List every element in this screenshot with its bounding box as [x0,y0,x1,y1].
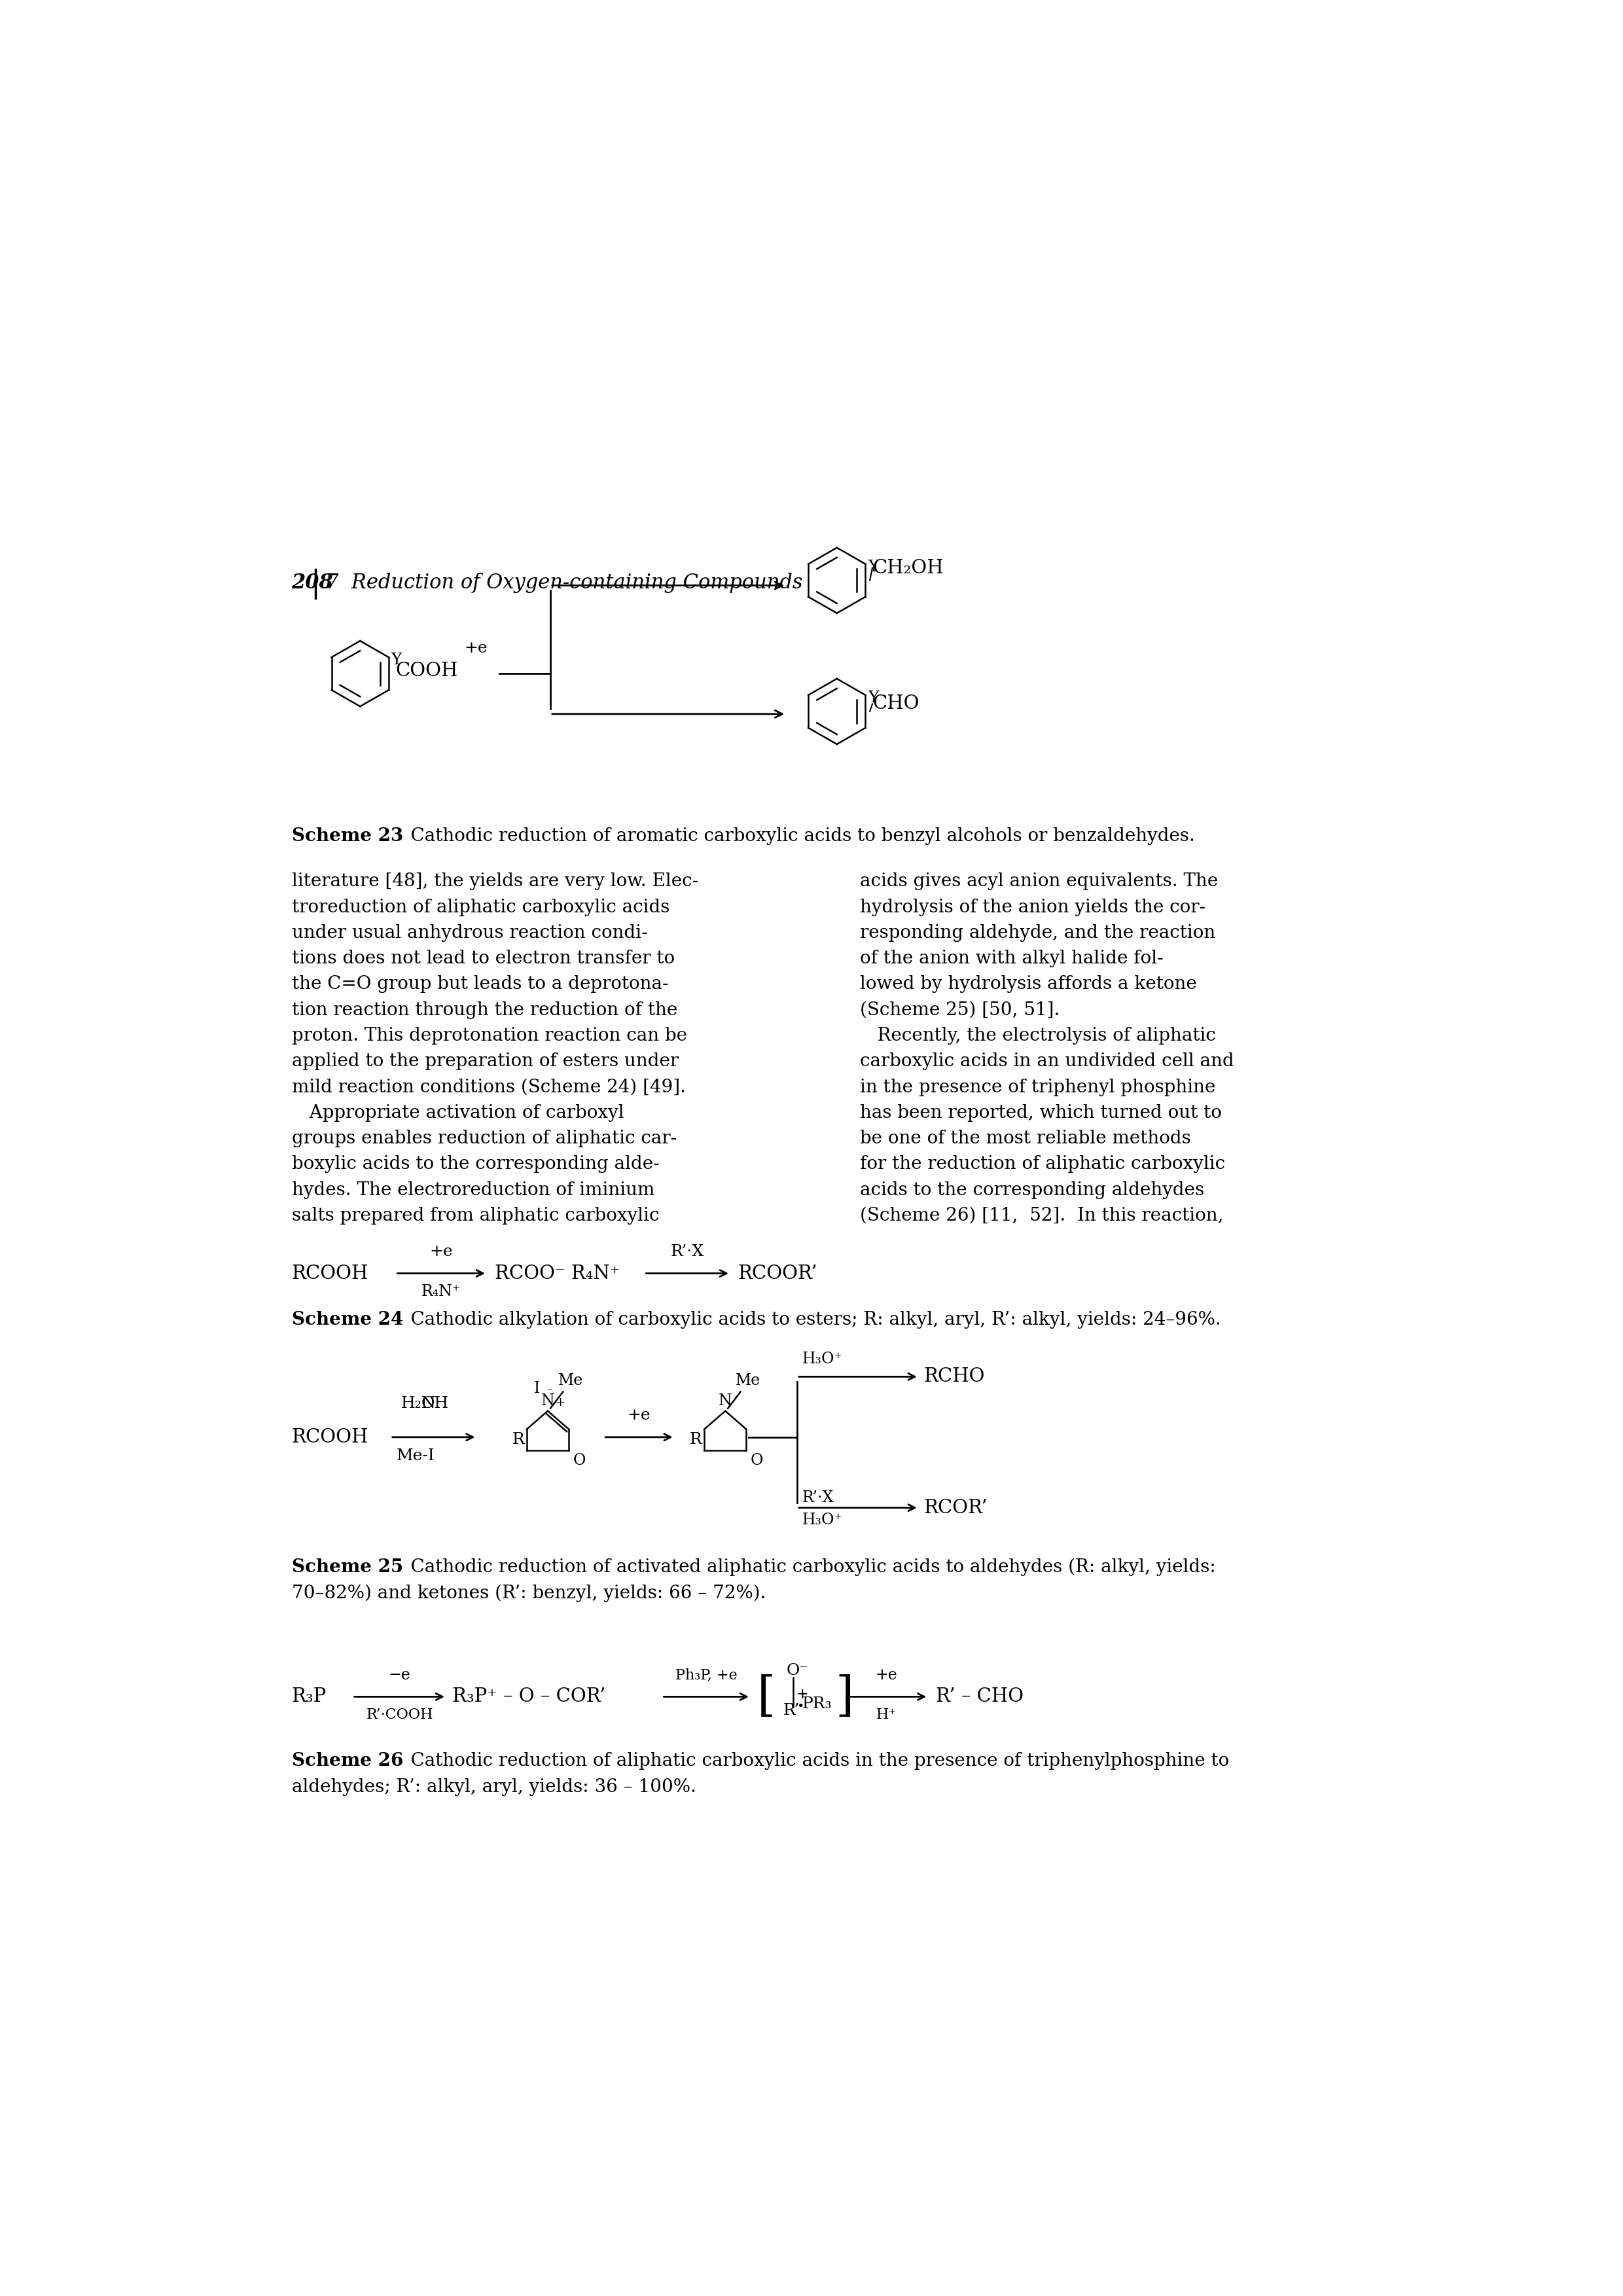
Text: 208: 208 [292,574,333,592]
Text: in the presence of triphenyl phosphine: in the presence of triphenyl phosphine [860,1079,1216,1095]
Text: OH: OH [420,1396,448,1412]
Text: N: N [719,1394,732,1407]
Text: R: R [511,1433,524,1446]
Text: literature [48], the yields are very low. Elec-: literature [48], the yields are very low… [292,872,698,891]
Text: RCHO: RCHO [923,1368,985,1387]
Text: hydes. The electroreduction of iminium: hydes. The electroreduction of iminium [292,1180,654,1199]
Text: RCOOH: RCOOH [292,1428,368,1446]
Text: Y: Y [868,560,878,574]
Text: groups enables reduction of aliphatic car-: groups enables reduction of aliphatic ca… [292,1130,677,1148]
Text: +: + [797,1688,808,1701]
Text: RCOR’: RCOR’ [923,1499,988,1518]
Text: hydrolysis of the anion yields the cor-: hydrolysis of the anion yields the cor- [860,898,1206,916]
Text: 7  Reduction of Oxygen-containing Compounds: 7 Reduction of Oxygen-containing Compoun… [326,574,802,592]
Text: Cathodic alkylation of carboxylic acids to esters; R: alkyl, aryl, R’: alkyl, yi: Cathodic alkylation of carboxylic acids … [393,1311,1220,1329]
Text: COOH: COOH [396,661,458,680]
Text: Cathodic reduction of aliphatic carboxylic acids in the presence of triphenylpho: Cathodic reduction of aliphatic carboxyl… [393,1752,1229,1770]
Text: R’·X: R’·X [670,1244,704,1258]
Text: applied to the preparation of esters under: applied to the preparation of esters und… [292,1052,678,1070]
Text: (Scheme 25) [50, 51].: (Scheme 25) [50, 51]. [860,1001,1060,1019]
Text: Ph₃P, +e: Ph₃P, +e [675,1669,737,1683]
Text: Me-I: Me-I [396,1449,435,1463]
Text: RCOOH: RCOOH [292,1265,368,1283]
Text: Cathodic reduction of activated aliphatic carboxylic acids to aldehydes (R: alky: Cathodic reduction of activated aliphati… [393,1559,1216,1575]
Text: proton. This deprotonation reaction can be: proton. This deprotonation reaction can … [292,1026,687,1045]
Text: R: R [690,1433,701,1446]
Text: Recently, the electrolysis of aliphatic: Recently, the electrolysis of aliphatic [860,1026,1216,1045]
Text: acids to the corresponding aldehydes: acids to the corresponding aldehydes [860,1180,1204,1199]
Text: Scheme 23: Scheme 23 [292,827,403,845]
Text: RCOOR’: RCOOR’ [738,1265,818,1283]
Text: ⁻: ⁻ [547,1387,552,1398]
Text: CHO: CHO [873,696,919,714]
Text: +e: +e [464,641,487,657]
Text: Y: Y [868,691,878,705]
Text: H₃O⁺: H₃O⁺ [802,1513,842,1527]
Text: RCOO⁻ R₄N⁺: RCOO⁻ R₄N⁺ [495,1265,620,1283]
Text: Cathodic reduction of aromatic carboxylic acids to benzyl alcohols or benzaldehy: Cathodic reduction of aromatic carboxyli… [393,827,1195,845]
Text: H₃O⁺: H₃O⁺ [802,1352,842,1366]
Text: O: O [750,1453,763,1467]
Text: Scheme 24: Scheme 24 [292,1311,403,1329]
Text: −e: −e [388,1667,411,1683]
Text: mild reaction conditions (Scheme 24) [49].: mild reaction conditions (Scheme 24) [49… [292,1079,685,1095]
Text: R’: R’ [782,1704,800,1717]
Text: for the reduction of aliphatic carboxylic: for the reduction of aliphatic carboxyli… [860,1155,1225,1173]
Text: Me: Me [735,1373,761,1389]
Text: tion reaction through the reduction of the: tion reaction through the reduction of t… [292,1001,677,1019]
Text: R’ – CHO: R’ – CHO [936,1688,1024,1706]
Text: lowed by hydrolysis affords a ketone: lowed by hydrolysis affords a ketone [860,976,1196,994]
Text: aldehydes; R’: alkyl, aryl, yields: 36 – 100%.: aldehydes; R’: alkyl, aryl, yields: 36 –… [292,1779,696,1795]
Text: O: O [573,1453,586,1467]
Text: R₃P: R₃P [292,1688,326,1706]
Text: boxylic acids to the corresponding alde-: boxylic acids to the corresponding alde- [292,1155,659,1173]
Text: the C=O group but leads to a deprotona-: the C=O group but leads to a deprotona- [292,976,669,994]
Text: salts prepared from aliphatic carboxylic: salts prepared from aliphatic carboxylic [292,1208,659,1224]
Text: Me: Me [558,1373,583,1389]
Text: R₃P⁺ – O – COR’: R₃P⁺ – O – COR’ [453,1688,605,1706]
Text: H₂N: H₂N [401,1396,435,1412]
Text: O⁻: O⁻ [786,1662,808,1678]
Text: +: + [555,1396,565,1407]
Text: H⁺: H⁺ [876,1708,898,1722]
Text: Appropriate activation of carboxyl: Appropriate activation of carboxyl [292,1104,623,1123]
Text: of the anion with alkyl halide fol-: of the anion with alkyl halide fol- [860,951,1164,967]
Text: +e: +e [875,1667,898,1683]
Text: +e: +e [430,1244,453,1258]
Text: R’·COOH: R’·COOH [367,1708,433,1722]
Text: 70–82%) and ketones (R’: benzyl, yields: 66 – 72%).: 70–82%) and ketones (R’: benzyl, yields:… [292,1584,766,1603]
Text: responding aldehyde, and the reaction: responding aldehyde, and the reaction [860,923,1216,941]
Text: under usual anhydrous reaction condi-: under usual anhydrous reaction condi- [292,923,648,941]
Text: be one of the most reliable methods: be one of the most reliable methods [860,1130,1191,1148]
Text: Y: Y [391,652,403,668]
Text: R₄N⁺: R₄N⁺ [422,1283,461,1300]
Text: Scheme 25: Scheme 25 [292,1559,403,1575]
Text: has been reported, which turned out to: has been reported, which turned out to [860,1104,1222,1123]
Text: CH₂OH: CH₂OH [873,558,943,576]
Text: I: I [534,1380,540,1396]
Text: PR₃: PR₃ [802,1697,833,1713]
Text: R’·X: R’·X [802,1490,834,1506]
Text: tions does not lead to electron transfer to: tions does not lead to electron transfer… [292,951,675,967]
Text: acids gives acyl anion equivalents. The: acids gives acyl anion equivalents. The [860,872,1217,891]
Text: Scheme 26: Scheme 26 [292,1752,403,1770]
Text: troreduction of aliphatic carboxylic acids: troreduction of aliphatic carboxylic aci… [292,898,669,916]
Text: N: N [540,1394,555,1407]
Text: (Scheme 26) [11,  52].  In this reaction,: (Scheme 26) [11, 52]. In this reaction, [860,1208,1224,1224]
Text: carboxylic acids in an undivided cell and: carboxylic acids in an undivided cell an… [860,1052,1233,1070]
Text: •: • [797,1701,803,1713]
Text: [: [ [756,1674,776,1720]
Text: ]: ] [836,1674,854,1720]
Text: +e: +e [628,1407,651,1424]
